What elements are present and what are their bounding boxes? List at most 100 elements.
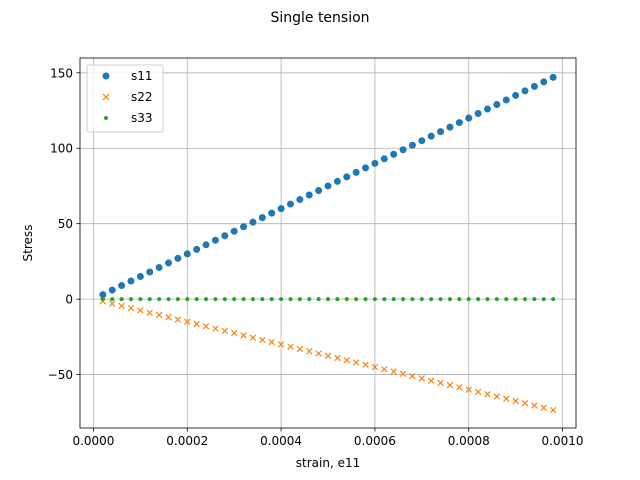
data-point-s22 [531,402,538,409]
data-point-s11 [305,191,313,199]
data-point-s11 [390,150,398,158]
data-point-s11 [343,173,351,181]
data-point-s33 [551,297,556,302]
series-s11 [99,73,557,299]
data-point-s11 [521,87,529,95]
data-point-s33 [138,297,143,302]
data-point-s33 [410,297,415,302]
data-point-s33 [354,297,359,302]
data-point-s33 [297,297,302,302]
data-point-s11 [286,200,294,208]
data-point-s22 [137,307,144,314]
data-point-s11 [193,245,201,253]
data-point-s22 [381,366,388,373]
data-point-s22 [174,316,182,323]
data-point-s22 [230,329,238,337]
data-point-s33 [523,297,528,302]
data-point-s11 [136,272,144,280]
data-point-s22 [193,320,200,328]
data-point-s22 [540,404,547,412]
data-point-s11 [483,105,491,113]
data-point-s22 [109,300,116,307]
data-point-s33 [260,297,265,302]
data-point-s22 [371,363,379,371]
data-point-s11 [455,119,463,127]
data-point-s11 [202,241,210,249]
data-point-s33 [541,297,546,302]
data-point-s22 [503,395,510,402]
x-axis-label: strain, e11 [296,456,360,470]
data-point-s33 [110,297,115,302]
data-point-s11 [427,132,435,140]
x-axis: 0.0000 0.0002 0.0004 0.0006 0.0008 0.0010 [72,428,584,448]
legend: s11 s22 s33 [86,64,164,133]
data-point-s11 [258,214,266,222]
data-point-s33 [476,297,481,302]
data-point-s11 [211,236,219,244]
y-tick-label: −50 [48,368,73,382]
data-point-s22 [324,352,332,359]
data-point-s22 [418,375,426,382]
data-point-s22 [277,341,285,348]
data-point-s22 [390,368,397,375]
y-tick-label: 0 [65,293,73,307]
data-point-s22 [240,332,247,339]
data-point-s22 [184,318,191,325]
data-point-s11 [408,141,416,149]
data-point-s11 [437,128,445,136]
data-point-s33 [504,297,509,302]
data-point-s11 [540,78,548,86]
data-point-s11 [512,91,520,99]
data-point-s33 [288,297,293,302]
data-point-s11 [333,177,341,185]
data-point-s33 [100,297,105,302]
data-point-s11 [296,196,304,204]
legend-marker-s33 [104,116,108,120]
legend-box [86,64,164,133]
data-point-s22 [202,323,210,330]
data-point-s33 [372,297,377,302]
y-axis-label: Stress [21,225,35,262]
data-point-s22 [343,357,350,364]
data-point-s33 [166,297,171,302]
data-point-s11 [530,82,538,90]
data-point-s22 [409,372,416,380]
data-point-s11 [174,254,182,262]
data-point-s33 [119,297,124,302]
data-point-s22 [212,325,219,332]
data-point-s33 [241,297,246,302]
x-tick-label: 0.0002 [166,434,208,448]
data-point-s11 [380,155,388,163]
plot-frame [79,57,577,429]
y-axis: −50 0 50 100 150 [48,66,80,382]
data-point-s33 [363,297,368,302]
data-point-s33 [466,297,471,302]
data-point-s11 [493,100,501,108]
data-point-s22 [456,384,463,391]
data-point-s22 [221,327,229,335]
data-point-s22 [118,302,125,310]
data-point-s22 [287,343,294,350]
data-point-s22 [306,347,313,355]
data-point-s11 [221,232,229,240]
y-tick-label: 50 [58,217,73,231]
data-point-s11 [549,73,557,81]
data-point-s11 [240,223,248,231]
data-point-s33 [147,297,152,302]
data-point-s33 [250,297,255,302]
legend-label-s22: s22 [131,90,153,104]
data-point-s11 [352,168,360,176]
data-point-s33 [213,297,218,302]
series-s33 [100,297,556,302]
data-point-s33 [438,297,443,302]
data-point-s33 [447,297,452,302]
data-point-s33 [532,297,537,302]
data-point-s33 [344,297,349,302]
x-tick-label: 0.0006 [354,434,396,448]
data-point-s11 [371,159,379,167]
data-point-s33 [429,297,434,302]
data-point-s33 [279,297,284,302]
data-point-s33 [269,297,274,302]
data-point-s22 [474,388,482,396]
data-point-s33 [326,297,330,302]
